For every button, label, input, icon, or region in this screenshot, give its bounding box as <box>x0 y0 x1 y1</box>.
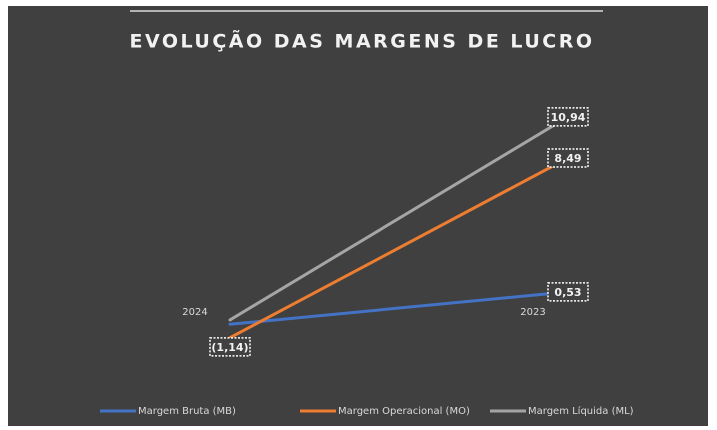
chart-title: EVOLUÇÃO DAS MARGENS DE LUCRO <box>129 29 594 53</box>
series-line <box>228 290 570 326</box>
chart-background <box>8 6 708 426</box>
data-label-box <box>209 337 251 357</box>
legend-label: Margem Líquida (ML) <box>528 405 634 417</box>
data-label: 0,53 <box>554 286 581 299</box>
data-label: (1,14) <box>211 341 248 354</box>
data-label: 10,94 <box>551 111 586 124</box>
x-tick-label: 2023 <box>520 307 545 318</box>
data-label: 8,49 <box>554 152 581 165</box>
data-label-box <box>547 107 589 127</box>
series-line <box>228 156 570 340</box>
legend-label: Margem Bruta (MB) <box>138 406 236 417</box>
data-label-box <box>547 282 589 302</box>
data-label-box <box>547 148 589 168</box>
legend-label: Margem Operacional (MO) <box>338 406 470 417</box>
series-line <box>228 115 570 322</box>
x-tick-label: 2024 <box>182 307 207 318</box>
